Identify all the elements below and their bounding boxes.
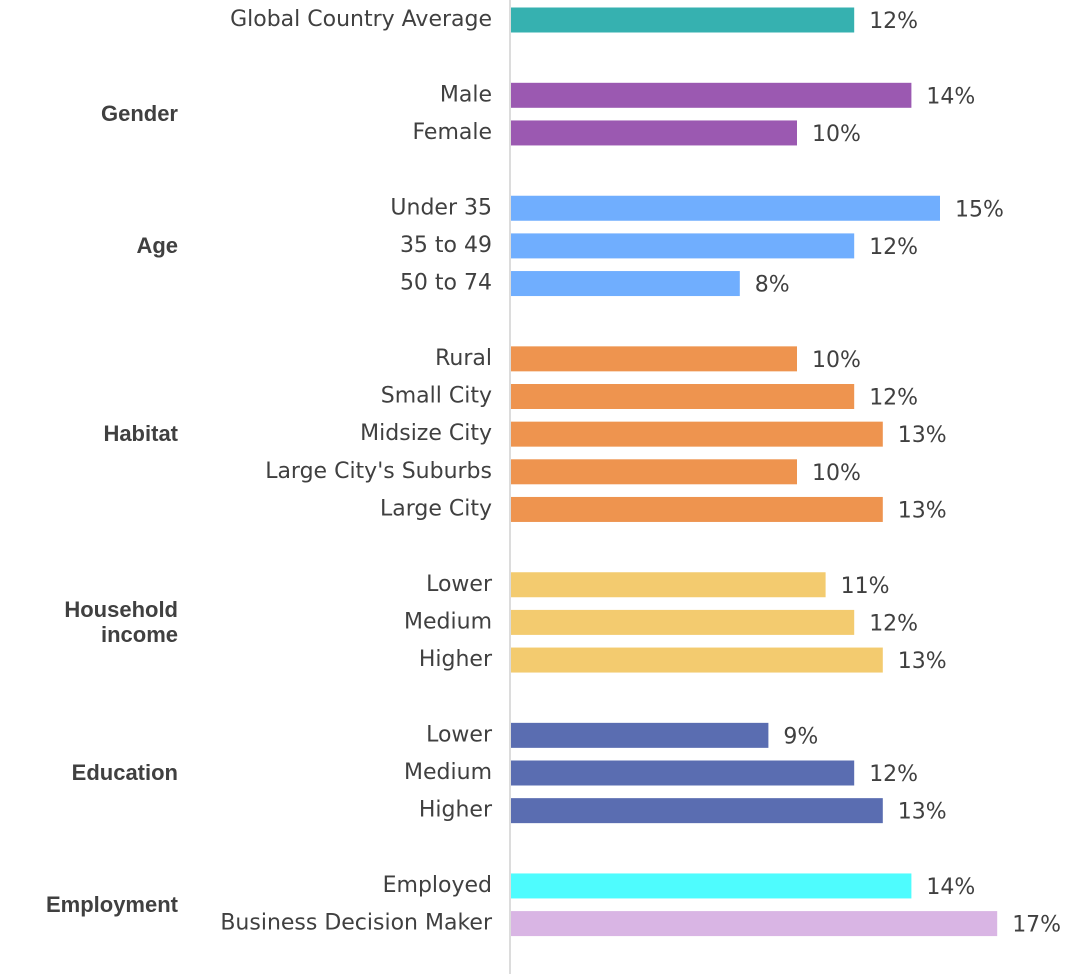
bar [511,459,797,485]
value-label: 13% [898,800,947,825]
category-label: Business Decision Maker [220,911,493,936]
group-label: Employment [45,892,178,918]
bar [511,722,769,748]
group-label-box: Employment [45,892,178,918]
group-label-box: Age [136,233,178,259]
value-label: 12% [869,762,918,787]
category-label: Medium [404,609,492,634]
category-label: Employed [383,873,492,898]
category-label: Medium [404,760,492,785]
category-label: Small City [381,384,492,409]
group-label-box: Household income [64,597,178,648]
value-label: 14% [926,875,975,900]
category-label: Higher [419,647,493,672]
category-label: Large City [380,496,492,521]
value-label: 10% [812,461,861,486]
value-label: 12% [869,611,918,636]
bar [511,7,855,33]
value-label: 13% [898,423,947,448]
bar [511,760,855,786]
category-label: Global Country Average [230,7,492,32]
bar [511,82,912,108]
category-label: Large City's Suburbs [265,459,492,484]
bar [511,421,883,447]
category-label: Higher [419,798,493,823]
bar [511,572,826,598]
value-label: 15% [955,197,1004,222]
bar [511,195,940,221]
category-label: Male [440,82,492,107]
value-label: 12% [869,9,918,34]
bar [511,798,883,824]
group-label: Education [71,760,178,786]
category-label: Lower [426,572,493,597]
bar [511,384,855,409]
bar [511,233,855,259]
bar [511,609,855,635]
bar [511,271,740,297]
bar [511,911,998,937]
group-label-box: Gender [100,101,178,127]
value-label: 10% [812,348,861,373]
value-label: 12% [869,386,918,411]
group-label: Gender [100,101,178,127]
bar [511,496,883,522]
value-label: 11% [841,574,890,599]
category-label: Rural [435,346,492,371]
group-label: Age [136,233,178,259]
value-label: 8% [755,273,790,298]
bar [511,873,912,899]
category-label: Lower [426,722,493,747]
group-label-box: Habitat [103,421,178,447]
value-label: 14% [926,84,975,109]
category-label: Female [412,120,492,145]
category-label: Midsize City [360,421,492,446]
value-label: 13% [898,649,947,674]
group-label: Habitat [103,421,178,447]
value-label: 13% [898,498,947,523]
category-label: Under 35 [390,195,492,220]
value-label: 12% [869,235,918,260]
value-label: 17% [1012,913,1061,938]
value-label: 9% [783,724,818,749]
group-label: Household income [64,597,178,648]
group-label-box: Education [71,760,178,786]
bar [511,647,883,673]
bar [511,346,797,372]
category-label: 50 to 74 [400,271,492,296]
bar [511,120,797,146]
value-label: 10% [812,122,861,147]
category-label: 35 to 49 [400,233,492,258]
